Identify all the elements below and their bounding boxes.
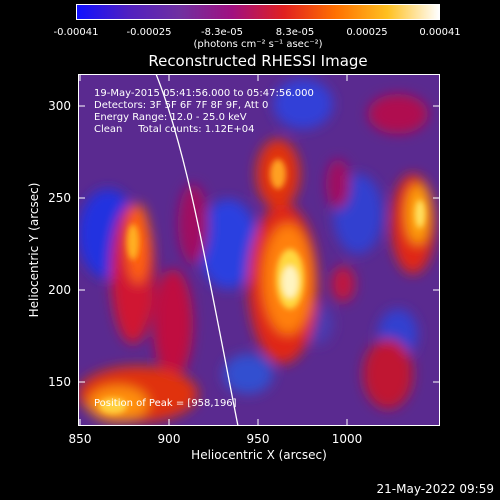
colorbar-tick: -0.00041 [53, 27, 99, 38]
solar-limb-line [155, 74, 239, 426]
clean-counts-label: Clean Total counts: 1.12E+04 [94, 124, 255, 135]
y-tick-label: 150 [48, 375, 71, 389]
y-tick-label: 200 [48, 283, 71, 297]
x-tick-label: 950 [246, 432, 270, 446]
plot-frame [78, 74, 440, 426]
rhessi-image [78, 74, 440, 426]
colorbar-tick: 8.3e-05 [275, 27, 315, 38]
y-tick-label: 250 [48, 191, 71, 205]
detectors-label: Detectors: 3F 5F 6F 7F 8F 9F, Att 0 [94, 100, 269, 111]
colorbar-tick: -0.00025 [126, 27, 172, 38]
y-axis-label: Heliocentric Y (arcsec) [27, 182, 41, 318]
x-axis-label: Heliocentric X (arcsec) [191, 448, 327, 462]
x-tick-label: 850 [68, 432, 92, 446]
x-tick-label: 1000 [331, 432, 363, 446]
colorbar-gradient [76, 4, 440, 20]
x-tick-label: 900 [157, 432, 181, 446]
image-title: Reconstructed RHESSI Image [148, 52, 368, 70]
colorbar-tick: 0.00041 [419, 27, 461, 38]
time-range-label: 19-May-2015 05:41:56.000 to 05:47:56.000 [94, 88, 314, 99]
y-tick-label: 300 [48, 99, 71, 113]
energy-range-label: Energy Range: 12.0 - 25.0 keV [94, 112, 247, 123]
colorbar-tick: 0.00025 [346, 27, 388, 38]
peak-position-label: Position of Peak = [958,196] [94, 398, 237, 409]
colorbar-unit: (photons cm⁻² s⁻¹ asec⁻²) [193, 39, 323, 50]
colorbar-tick: -8.3e-05 [201, 27, 243, 38]
timestamp: 21-May-2022 09:59 [376, 482, 494, 496]
